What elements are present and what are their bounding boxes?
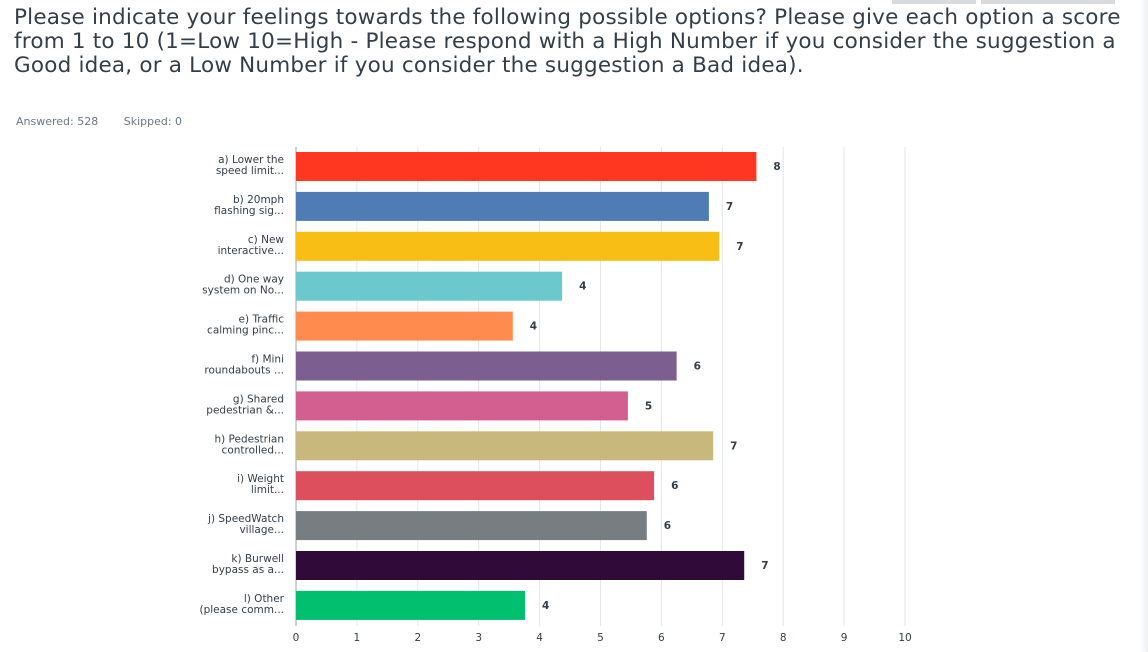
bars: [296, 152, 757, 620]
value-labels: 8 7 7 4 4 6 5 7 6 6 7 4: [530, 161, 781, 612]
category-label: b) 20mph flashing sig...: [214, 194, 284, 217]
x-tick-label: 2: [414, 632, 421, 644]
bar[interactable]: [296, 311, 513, 341]
category-label: k) Burwell bypass as a...: [212, 553, 284, 576]
category-label: g) Shared pedestrian &...: [206, 393, 284, 416]
data-label: 8: [773, 161, 780, 173]
category-label: e) Traffic calming pinc...: [207, 314, 284, 337]
answered-count: Answered: 528: [16, 115, 99, 128]
x-tick-label: 3: [475, 632, 482, 644]
x-tick-label: 0: [293, 632, 300, 644]
skipped-count: Skipped: 0: [123, 115, 183, 128]
x-tick-label: 1: [354, 632, 361, 644]
category-label: d) One way system on No...: [202, 274, 284, 297]
data-label: 4: [579, 281, 586, 293]
x-tick-label: 6: [658, 632, 665, 644]
category-labels: a) Lower the speed limit... b) 20mph flashi…: [199, 154, 284, 616]
data-label: 7: [730, 440, 737, 452]
toolbar-tab-2[interactable]: [981, 0, 1115, 4]
x-tick-label: 4: [536, 632, 543, 644]
x-tick-label: 5: [597, 632, 604, 644]
category-label: a) Lower the speed limit...: [216, 154, 284, 177]
toolbar-tab-1[interactable]: [892, 0, 976, 4]
category-label: i) Weight limit...: [237, 473, 284, 496]
bar[interactable]: [296, 511, 647, 541]
data-label: 6: [694, 361, 701, 373]
category-label: c) New interactive...: [218, 234, 285, 257]
response-stats: Answered: 528 Skipped: 0: [16, 115, 204, 128]
data-label: 6: [671, 480, 678, 492]
data-label: 7: [761, 560, 768, 572]
bar[interactable]: [296, 152, 757, 181]
data-label: 6: [664, 520, 671, 532]
category-label: j) SpeedWatch village...: [207, 513, 284, 536]
category-label: l) Other (please comm...: [199, 593, 284, 616]
bar[interactable]: [296, 271, 563, 301]
category-label: f) Mini roundabouts ...: [204, 354, 284, 377]
scrollbar-track[interactable]: [1140, 0, 1148, 652]
bar[interactable]: [296, 351, 677, 381]
bar[interactable]: [296, 231, 720, 261]
bar[interactable]: [296, 590, 525, 620]
bar[interactable]: [296, 551, 745, 580]
question-title: Please indicate your feelings towards th…: [14, 5, 1121, 78]
bar[interactable]: [296, 431, 714, 461]
category-label: h) Pedestrian controlled...: [214, 433, 284, 456]
bar[interactable]: [296, 471, 655, 501]
data-label: 4: [542, 600, 549, 612]
x-tick-label: 7: [719, 632, 726, 644]
x-axis-ticks: 0 1 2 3 4 5 6 7 8 9 10: [293, 632, 912, 644]
grid-lines: [295, 147, 906, 626]
x-tick-label: 10: [898, 632, 911, 644]
x-tick-label: 8: [780, 632, 787, 644]
data-label: 5: [645, 400, 652, 412]
data-label: 7: [726, 201, 733, 213]
bar[interactable]: [296, 391, 628, 421]
data-label: 7: [736, 241, 743, 253]
x-tick-label: 9: [841, 632, 848, 644]
bar[interactable]: [296, 191, 709, 221]
data-label: 4: [530, 321, 537, 333]
